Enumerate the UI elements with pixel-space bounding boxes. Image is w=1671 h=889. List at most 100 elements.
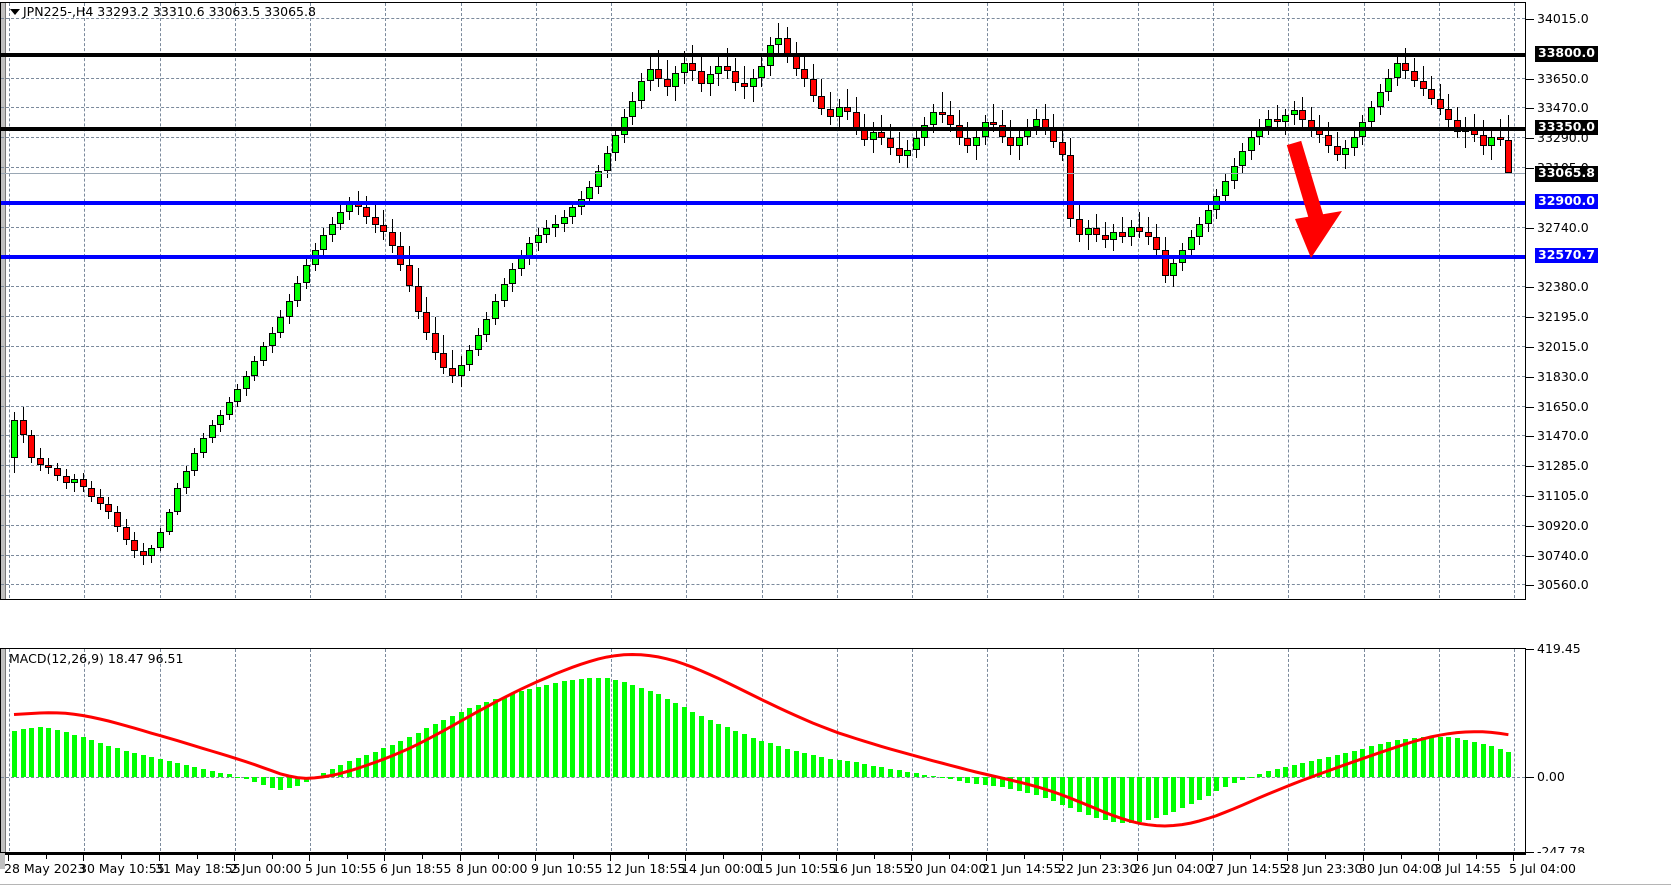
macd-histogram-bar bbox=[209, 770, 215, 777]
candlestick bbox=[1007, 3, 1015, 599]
vertical-gridline bbox=[9, 3, 10, 599]
price-level-badge[interactable]: 33800.0 bbox=[1535, 46, 1598, 62]
candlestick bbox=[1471, 3, 1479, 599]
candlestick bbox=[139, 3, 147, 599]
macd-histogram-bar bbox=[1472, 741, 1478, 777]
candlestick bbox=[1367, 3, 1375, 599]
candle-body-bearish bbox=[1075, 218, 1083, 235]
macd-histogram-bar bbox=[699, 715, 705, 777]
macd-histogram-bar bbox=[1188, 776, 1194, 804]
price-chart-panel[interactable]: JPN225-,H4 33293.2 33310.6 33063.5 33065… bbox=[0, 2, 1526, 600]
candle-body-bullish bbox=[1239, 151, 1247, 167]
time-axis-tick bbox=[1363, 854, 1364, 861]
macd-histogram-bar bbox=[836, 760, 842, 777]
candle-body-bullish bbox=[603, 153, 611, 172]
candle-body-bullish bbox=[1015, 136, 1023, 147]
macd-histogram-bar bbox=[1085, 776, 1091, 816]
macd-histogram-bar bbox=[1377, 744, 1383, 777]
candle-body-bearish bbox=[131, 539, 139, 552]
macd-histogram-bar bbox=[784, 748, 790, 777]
candle-body-bearish bbox=[1325, 134, 1333, 147]
macd-histogram-bar bbox=[733, 730, 739, 777]
chevron-down-icon[interactable] bbox=[10, 9, 20, 15]
price-axis-tick bbox=[1526, 346, 1534, 348]
macd-axis-tick bbox=[1526, 649, 1534, 650]
candlestick bbox=[612, 3, 620, 599]
candle-body-bearish bbox=[990, 121, 998, 126]
macd-histogram-bar bbox=[767, 743, 773, 777]
time-axis-label: 26 Jun 04:00 bbox=[1133, 861, 1213, 876]
macd-histogram-bar bbox=[501, 696, 507, 777]
macd-histogram-bar bbox=[810, 755, 816, 777]
candle-body-bearish bbox=[431, 333, 439, 354]
macd-histogram-bar bbox=[638, 687, 644, 777]
price-level-line[interactable] bbox=[1, 53, 1525, 57]
macd-histogram-bar bbox=[235, 776, 241, 778]
candle-body-bearish bbox=[449, 367, 457, 376]
candlestick bbox=[595, 3, 603, 599]
candlestick bbox=[1333, 3, 1341, 599]
macd-histogram-bar bbox=[1291, 765, 1297, 777]
macd-histogram-bar bbox=[1334, 754, 1340, 777]
price-level-line[interactable] bbox=[1, 173, 1525, 175]
macd-indicator-panel[interactable]: MACD(12,26,9) 18.47 96.51 bbox=[0, 648, 1526, 853]
candlestick bbox=[509, 3, 517, 599]
candlestick bbox=[285, 3, 293, 599]
candle-body-bullish bbox=[929, 112, 937, 126]
macd-histogram-bar bbox=[1042, 776, 1048, 799]
time-axis-label: 21 Jun 14:55 bbox=[982, 861, 1062, 876]
price-level-line[interactable] bbox=[1, 126, 1525, 131]
price-level-badge[interactable]: 33065.8 bbox=[1535, 166, 1598, 182]
candlestick bbox=[1213, 3, 1221, 599]
candlestick bbox=[672, 3, 680, 599]
macd-axis[interactable]: 419.45 0.00 -247.78 bbox=[1526, 642, 1671, 858]
macd-histogram-bar bbox=[1368, 746, 1374, 777]
candle-body-bullish bbox=[672, 72, 680, 88]
candlestick bbox=[277, 3, 285, 599]
candle-wick bbox=[1499, 118, 1501, 147]
macd-histogram-bar bbox=[544, 685, 550, 777]
price-level-badge[interactable]: 32900.0 bbox=[1535, 193, 1598, 210]
panel-left-gutter bbox=[1, 3, 6, 599]
price-axis[interactable]: 34015.033650.033470.033290.033105.032740… bbox=[1526, 2, 1671, 600]
candle-body-bullish bbox=[1196, 223, 1204, 237]
time-axis-label: 5 Jun 10:55 bbox=[305, 861, 377, 876]
candlestick bbox=[1256, 3, 1264, 599]
macd-histogram-bar bbox=[1076, 776, 1082, 813]
candlestick bbox=[1445, 3, 1453, 599]
macd-histogram-bar bbox=[827, 758, 833, 777]
candlestick bbox=[1084, 3, 1092, 599]
candle-body-bearish bbox=[998, 125, 1006, 137]
time-axis-label: 30 Jun 04:00 bbox=[1359, 861, 1439, 876]
candle-body-bullish bbox=[1033, 118, 1041, 127]
time-axis[interactable]: 28 May 2023 30 May 10:55 31 May 18:55 2 Jun… bbox=[0, 853, 1671, 889]
macd-histogram-bar bbox=[1360, 748, 1366, 777]
candle-wick bbox=[1345, 139, 1347, 170]
price-level-badge[interactable]: 32570.7 bbox=[1535, 247, 1598, 264]
candle-body-bearish bbox=[363, 207, 371, 217]
macd-histogram-bar bbox=[115, 748, 121, 777]
candlestick bbox=[526, 3, 534, 599]
candle-body-bearish bbox=[723, 66, 731, 72]
time-axis-label: 27 Jun 14:55 bbox=[1208, 861, 1288, 876]
candlestick bbox=[1170, 3, 1178, 599]
candle-body-bearish bbox=[1144, 231, 1152, 237]
time-axis-minor-tick bbox=[45, 854, 47, 859]
candlestick bbox=[1428, 3, 1436, 599]
candlestick bbox=[1187, 3, 1195, 599]
macd-histogram-bar bbox=[261, 776, 267, 785]
candlestick bbox=[474, 3, 482, 599]
macd-histogram-bar bbox=[269, 776, 275, 788]
candle-body-bullish bbox=[912, 138, 920, 150]
candlestick bbox=[466, 3, 474, 599]
price-level-line[interactable] bbox=[1, 200, 1525, 205]
macd-histogram-bar bbox=[939, 776, 945, 778]
macd-histogram-bar bbox=[604, 678, 610, 777]
candlestick bbox=[1179, 3, 1187, 599]
candle-body-bearish bbox=[1273, 118, 1281, 122]
candle-wick bbox=[829, 92, 831, 126]
macd-histogram-bar bbox=[12, 730, 17, 777]
price-level-badge[interactable]: 33350.0 bbox=[1535, 119, 1598, 136]
price-level-line[interactable] bbox=[1, 254, 1525, 259]
